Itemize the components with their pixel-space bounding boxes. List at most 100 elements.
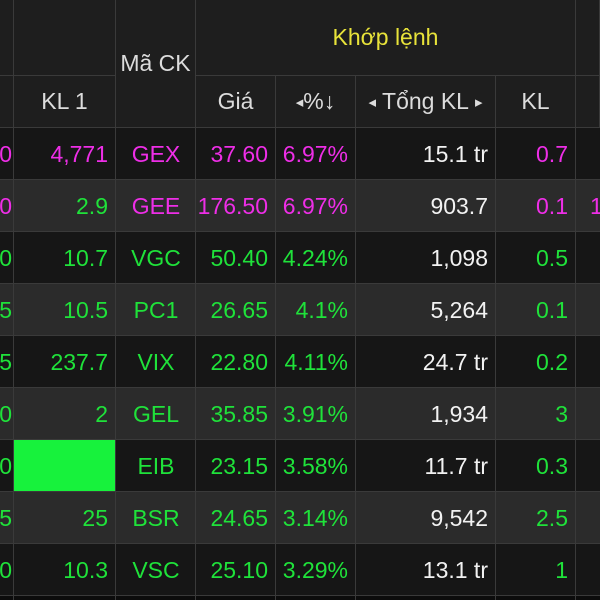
cell-total-PC1: 5,264 <box>356 284 496 336</box>
cell-code-GEL[interactable]: GEL <box>116 388 196 440</box>
cell-left-BSR: 5 <box>0 492 14 544</box>
header-tong-kl[interactable]: ◂ Tổng KL ▸ <box>356 76 496 128</box>
cell-pct-VIX: 4.11% <box>276 336 356 388</box>
cell-kl1-GEX: 4,771 <box>14 128 116 180</box>
header-kl1[interactable]: KL 1 <box>14 76 116 128</box>
cell-pct-GEE: 6.97% <box>276 180 356 232</box>
cell-left-GEE: 0 <box>0 180 14 232</box>
cell-code-BSR[interactable]: BSR <box>116 492 196 544</box>
cell-price-GEL: 35.85 <box>196 388 276 440</box>
cell-right-PC1 <box>576 284 600 336</box>
row-divider <box>0 491 600 492</box>
header-right-sub <box>576 76 600 128</box>
row-divider <box>0 231 600 232</box>
cell-code-GEE[interactable]: GEE <box>116 180 196 232</box>
header-right-edge <box>576 0 600 76</box>
cell-price-BSR: 24.65 <box>196 492 276 544</box>
cell-code-GEX[interactable]: GEX <box>116 128 196 180</box>
cell-left-PC1: 5 <box>0 284 14 336</box>
cell-kl-GEX: 0.7 <box>496 128 576 180</box>
cell-code-PC1[interactable]: PC1 <box>116 284 196 336</box>
header-kl1-group <box>14 0 116 76</box>
row-divider <box>0 179 600 180</box>
cell-kl1-PC1: 10.5 <box>14 284 116 336</box>
cell-price-VIX: 22.80 <box>196 336 276 388</box>
header-ma-ck[interactable]: Mã CK <box>116 0 196 128</box>
cell-left-EIB: 0 <box>0 440 14 492</box>
cell-left-GEL: 0 <box>0 388 14 440</box>
header-khop-lenh: Khớp lệnh <box>196 0 576 76</box>
column-divider <box>195 128 196 600</box>
cell-left-VSC: 0 <box>0 544 14 596</box>
cell-kl-VSC: 1 <box>496 544 576 596</box>
row-divider <box>0 283 600 284</box>
cell-total-GEX: 15.1 tr <box>356 128 496 180</box>
cell-right-VGC <box>576 232 600 284</box>
row-divider <box>0 335 600 336</box>
cell-left-VIX: 5 <box>0 336 14 388</box>
cell-right-GEL <box>576 388 600 440</box>
cell-total-EIB: 11.7 tr <box>356 440 496 492</box>
cell-price-EIB: 23.15 <box>196 440 276 492</box>
cell-kl-BSR: 2.5 <box>496 492 576 544</box>
cell-price-GEE: 176.50 <box>196 180 276 232</box>
cell-pct-PC1: 4.1% <box>276 284 356 336</box>
cell-pct-EIB: 3.58% <box>276 440 356 492</box>
cell-right-VIX <box>576 336 600 388</box>
cell-pct-GEX: 6.97% <box>276 128 356 180</box>
cell-kl1-GEE: 2.9 <box>14 180 116 232</box>
header-gia-label: Giá <box>217 88 254 114</box>
cell-price-GEX: 37.60 <box>196 128 276 180</box>
header-left-sub <box>0 76 14 128</box>
cell-kl1-GEL: 2 <box>14 388 116 440</box>
row-divider <box>0 595 600 596</box>
chevron-left-icon[interactable]: ◂ <box>368 93 377 111</box>
cell-code-EIB[interactable]: EIB <box>116 440 196 492</box>
cell-right-GEE: 1 <box>576 180 600 232</box>
header-kl-label: KL <box>521 88 550 114</box>
header-ma-ck-label: Mã CK <box>120 50 191 76</box>
cell-pct-GEL: 3.91% <box>276 388 356 440</box>
cell-code-VGC[interactable]: VGC <box>116 232 196 284</box>
cell-kl-EIB: 0.3 <box>496 440 576 492</box>
cell-code-VIX[interactable]: VIX <box>116 336 196 388</box>
chevron-left-icon[interactable]: ◂ <box>295 93 304 111</box>
header-pct[interactable]: ◂ % ↓ <box>276 76 356 128</box>
cell-kl1-BSR: 25 <box>14 492 116 544</box>
cell-pct-BSR: 3.14% <box>276 492 356 544</box>
cell-right-BSR <box>576 492 600 544</box>
cell-price-PC1: 26.65 <box>196 284 276 336</box>
header-kl[interactable]: KL <box>496 76 576 128</box>
cell-kl1-EIB <box>14 440 116 492</box>
cell-kl-VGC: 0.5 <box>496 232 576 284</box>
header-kl1-label: KL 1 <box>41 88 88 114</box>
column-divider <box>575 128 576 600</box>
header-left-edge <box>0 0 14 76</box>
cell-kl-PC1: 0.1 <box>496 284 576 336</box>
cell-total-VIX: 24.7 tr <box>356 336 496 388</box>
cell-kl-GEE: 0.1 <box>496 180 576 232</box>
cell-price-VSC: 25.10 <box>196 544 276 596</box>
sort-desc-icon[interactable]: ↓ <box>323 88 336 114</box>
cell-total-GEE: 903.7 <box>356 180 496 232</box>
cell-pct-VGC: 4.24% <box>276 232 356 284</box>
cell-kl1-VGC: 10.7 <box>14 232 116 284</box>
cell-kl1-VIX: 237.7 <box>14 336 116 388</box>
header-gia[interactable]: Giá <box>196 76 276 128</box>
row-divider <box>0 387 600 388</box>
cell-total-VSC: 13.1 tr <box>356 544 496 596</box>
cell-kl-GEL: 3 <box>496 388 576 440</box>
cell-kl1-VSC: 10.3 <box>14 544 116 596</box>
column-divider <box>13 128 14 600</box>
chevron-right-icon[interactable]: ▸ <box>474 93 483 111</box>
column-divider <box>275 128 276 600</box>
header-khop-lenh-label: Khớp lệnh <box>332 24 439 50</box>
column-divider <box>355 128 356 600</box>
cell-total-GEL: 1,934 <box>356 388 496 440</box>
cell-pct-VSC: 3.29% <box>276 544 356 596</box>
column-divider <box>495 128 496 600</box>
cell-code-VSC[interactable]: VSC <box>116 544 196 596</box>
header-tong-kl-label: Tổng KL <box>382 88 469 114</box>
cell-total-VGC: 1,098 <box>356 232 496 284</box>
